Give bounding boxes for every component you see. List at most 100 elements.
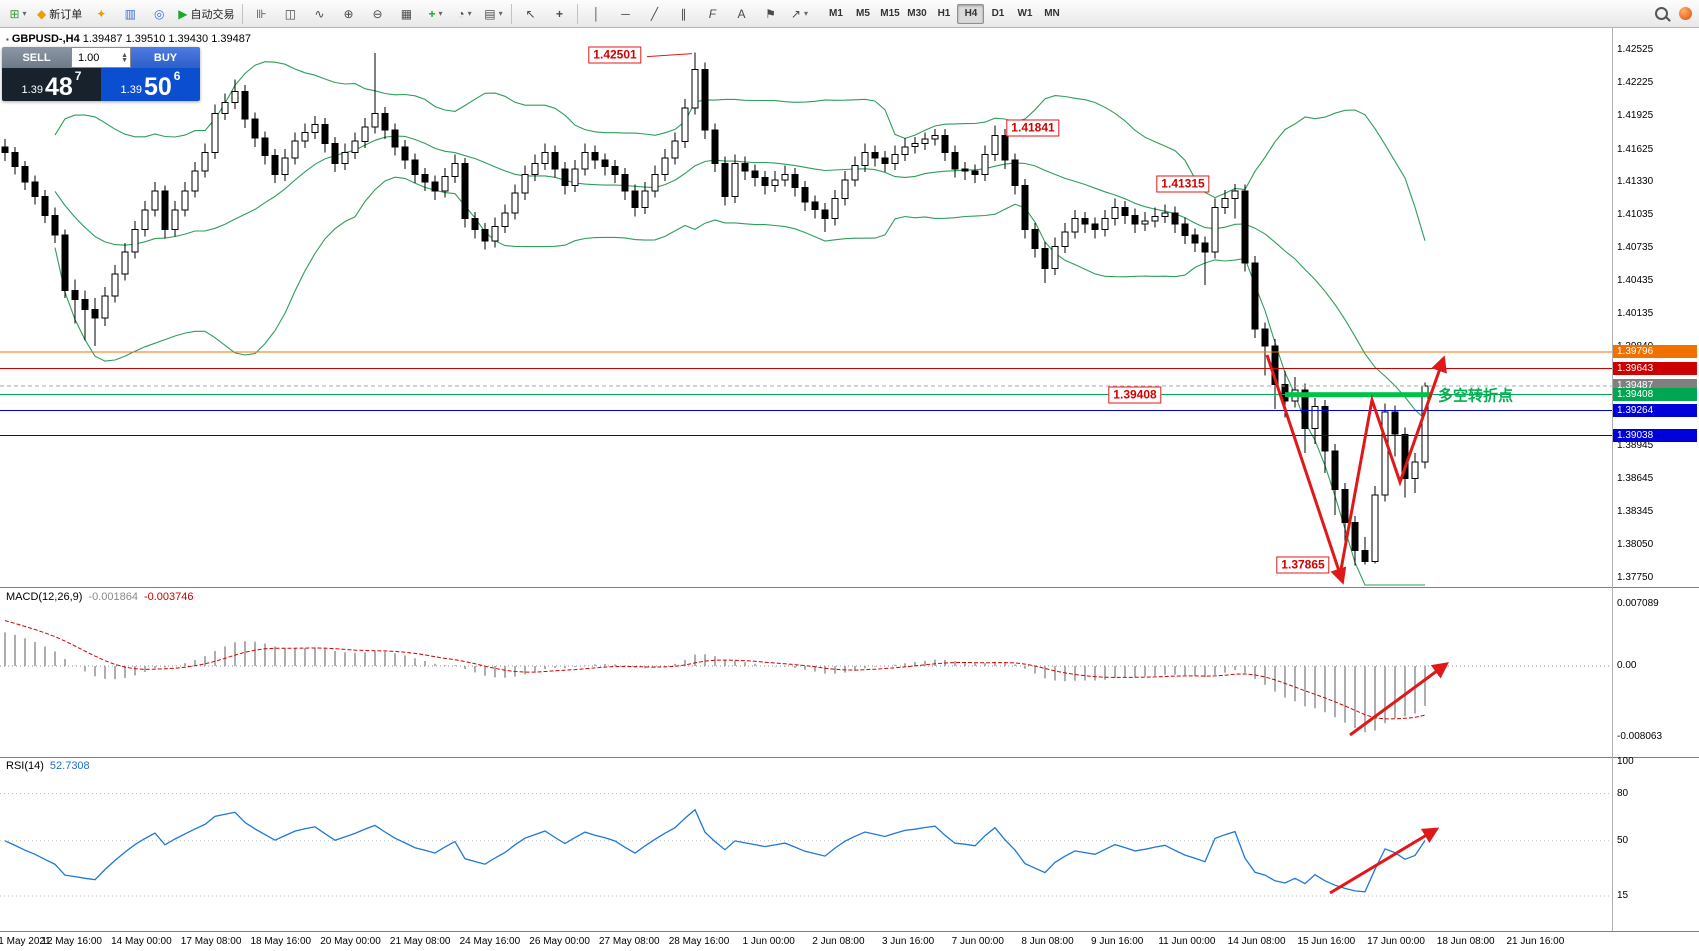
search-icon	[1654, 7, 1668, 20]
support-zone[interactable]	[1285, 392, 1432, 398]
community-button[interactable]: ◎	[145, 2, 173, 26]
lot-size-input[interactable]: 1.00 ▲ ▼	[71, 47, 131, 68]
macd-signal-value: -0.003746	[143, 591, 194, 603]
timeframe-w1[interactable]: W1	[1017, 7, 1033, 19]
ohlc-values: 1.39487 1.39510 1.39430 1.39487	[82, 33, 251, 45]
sell-header[interactable]: SELL	[2, 47, 71, 68]
templates-button[interactable]: ▤ ▾	[479, 2, 507, 26]
tile-windows-button[interactable]: ▦	[392, 2, 420, 26]
label-tool-button[interactable]: ⚑	[756, 2, 784, 26]
chevron-down-icon: ▾	[22, 9, 27, 18]
sell-price-big: 48	[44, 73, 73, 101]
trend-arrow-macd	[1349, 662, 1449, 737]
line-chart-icon: ∿	[314, 6, 325, 21]
rsi-indicator	[0, 793, 1612, 897]
horizontal-lines[interactable]	[0, 351, 1612, 437]
timeframe-m15[interactable]: M15	[880, 7, 900, 19]
text-tool-button[interactable]: A	[727, 2, 755, 26]
trend-arrows[interactable]	[646, 53, 1449, 895]
bar-chart-button[interactable]: ⊪	[247, 2, 275, 26]
text-icon: A	[737, 6, 746, 21]
toolbar-separator	[511, 3, 513, 24]
trend-arrow-rsi	[1329, 827, 1440, 895]
lot-value: 1.00	[78, 51, 100, 64]
timeframe-m1[interactable]: M1	[829, 7, 843, 19]
lot-up-button[interactable]: ▲	[121, 51, 128, 59]
macd-indicator	[0, 620, 1612, 733]
candlestick-icon: ◫	[284, 6, 297, 21]
indicators-button[interactable]: + ▾	[421, 2, 449, 26]
channel-icon: ∥	[680, 6, 687, 21]
buy-price-sup: 6	[173, 69, 181, 83]
vertical-line-button[interactable]: │	[582, 2, 610, 26]
timeframe-h4[interactable]: H4	[957, 3, 985, 24]
cursor-icon: ↖	[525, 6, 536, 21]
toolbar: ⊞ ▾ ◆ 新订单 ✦ ▥ ◎ ▶ 自动交易 ⊪ ◫ ∿ ⊕ ⊖ ▦ + ▾ ◔ ▾ ▤ ▾…	[0, 0, 1699, 28]
buy-header[interactable]: BUY	[131, 47, 200, 68]
chevron-down-icon: ▾	[498, 9, 503, 18]
panel-separators	[0, 28, 1699, 932]
bollinger-bands	[54, 61, 1426, 586]
line-chart-button[interactable]: ∿	[305, 2, 333, 26]
crosshair-icon: +	[555, 6, 563, 21]
market-watch-icon: ▥	[124, 6, 136, 21]
chevron-down-icon: ▾	[467, 9, 472, 18]
vertical-line-icon: │	[592, 6, 601, 21]
timeframe-mn[interactable]: MN	[1044, 7, 1060, 19]
megaphone-icon: ✦	[96, 6, 107, 21]
trend-arrow-main	[1338, 355, 1447, 576]
new-order-label: 新订单	[49, 8, 83, 21]
timeframe-m30[interactable]: M30	[907, 7, 927, 19]
fibonacci-button[interactable]: F	[698, 2, 726, 26]
fibonacci-icon: F	[708, 6, 717, 21]
new-order-icon: ◆	[37, 6, 47, 21]
trendline-button[interactable]: ╱	[640, 2, 668, 26]
sell-price-small: 1.39	[21, 84, 43, 96]
alerts-button[interactable]: ✦	[87, 2, 115, 26]
sell-button[interactable]: 1.39 48 7	[2, 68, 101, 101]
zoom-out-icon: ⊖	[372, 6, 383, 21]
zoom-out-button[interactable]: ⊖	[363, 2, 391, 26]
add-indicator-icon: +	[428, 6, 436, 21]
notification-icon[interactable]	[1679, 7, 1692, 20]
toolbar-separator	[577, 3, 579, 24]
template-icon: ▤	[484, 6, 496, 21]
search-button[interactable]	[1647, 2, 1675, 26]
buy-button[interactable]: 1.39 50 6	[101, 68, 200, 101]
macd-value: -0.001864	[88, 591, 138, 603]
sell-price-sup: 7	[74, 69, 82, 83]
periods-button[interactable]: ◔ ▾	[450, 2, 478, 26]
horizontal-line-button[interactable]: ─	[611, 2, 639, 26]
timeframe-m5[interactable]: M5	[856, 7, 870, 19]
rsi-label: RSI(14) 52.7308	[6, 760, 90, 772]
chevron-down-icon: ▾	[803, 9, 808, 18]
chevron-down-icon: ▾	[438, 9, 443, 18]
play-icon: ▶	[178, 6, 188, 21]
new-chart-button[interactable]: ⊞ ▾	[4, 2, 32, 26]
macd-label: MACD(12,26,9) -0.001864 -0.003746	[6, 591, 194, 603]
candles-group	[1, 52, 1429, 566]
new-order-button[interactable]: ◆ 新订单	[33, 2, 86, 26]
toolbar-separator	[242, 3, 244, 24]
one-click-trading-panel: SELL 1.00 ▲ ▼ BUY 1.39 48 7 1.39 50 6	[2, 47, 200, 101]
cursor-button[interactable]: ↖	[516, 2, 544, 26]
arrow-tool-icon: ↗	[790, 6, 801, 21]
channel-button[interactable]: ∥	[669, 2, 697, 26]
symbol-ohlc-line: ▪ GBPUSD-,H4 1.39487 1.39510 1.39430 1.39…	[6, 33, 251, 45]
candlestick-chart-button[interactable]: ◫	[276, 2, 304, 26]
autotrade-button[interactable]: ▶ 自动交易	[174, 2, 238, 26]
flag-icon: ⚑	[765, 6, 776, 21]
tile-windows-icon: ▦	[400, 6, 413, 21]
market-watch-button[interactable]: ▥	[116, 2, 144, 26]
zoom-in-button[interactable]: ⊕	[334, 2, 362, 26]
crosshair-button[interactable]: +	[545, 2, 573, 26]
bar-chart-icon: ⊪	[256, 6, 267, 21]
new-chart-icon: ⊞	[9, 6, 20, 21]
timeframe-h1[interactable]: H1	[937, 7, 951, 19]
timeframe-d1[interactable]: D1	[991, 7, 1005, 19]
arrows-tool-button[interactable]: ↗ ▾	[785, 2, 813, 26]
lot-down-button[interactable]: ▼	[121, 56, 128, 64]
horizontal-line-icon: ─	[621, 6, 630, 21]
